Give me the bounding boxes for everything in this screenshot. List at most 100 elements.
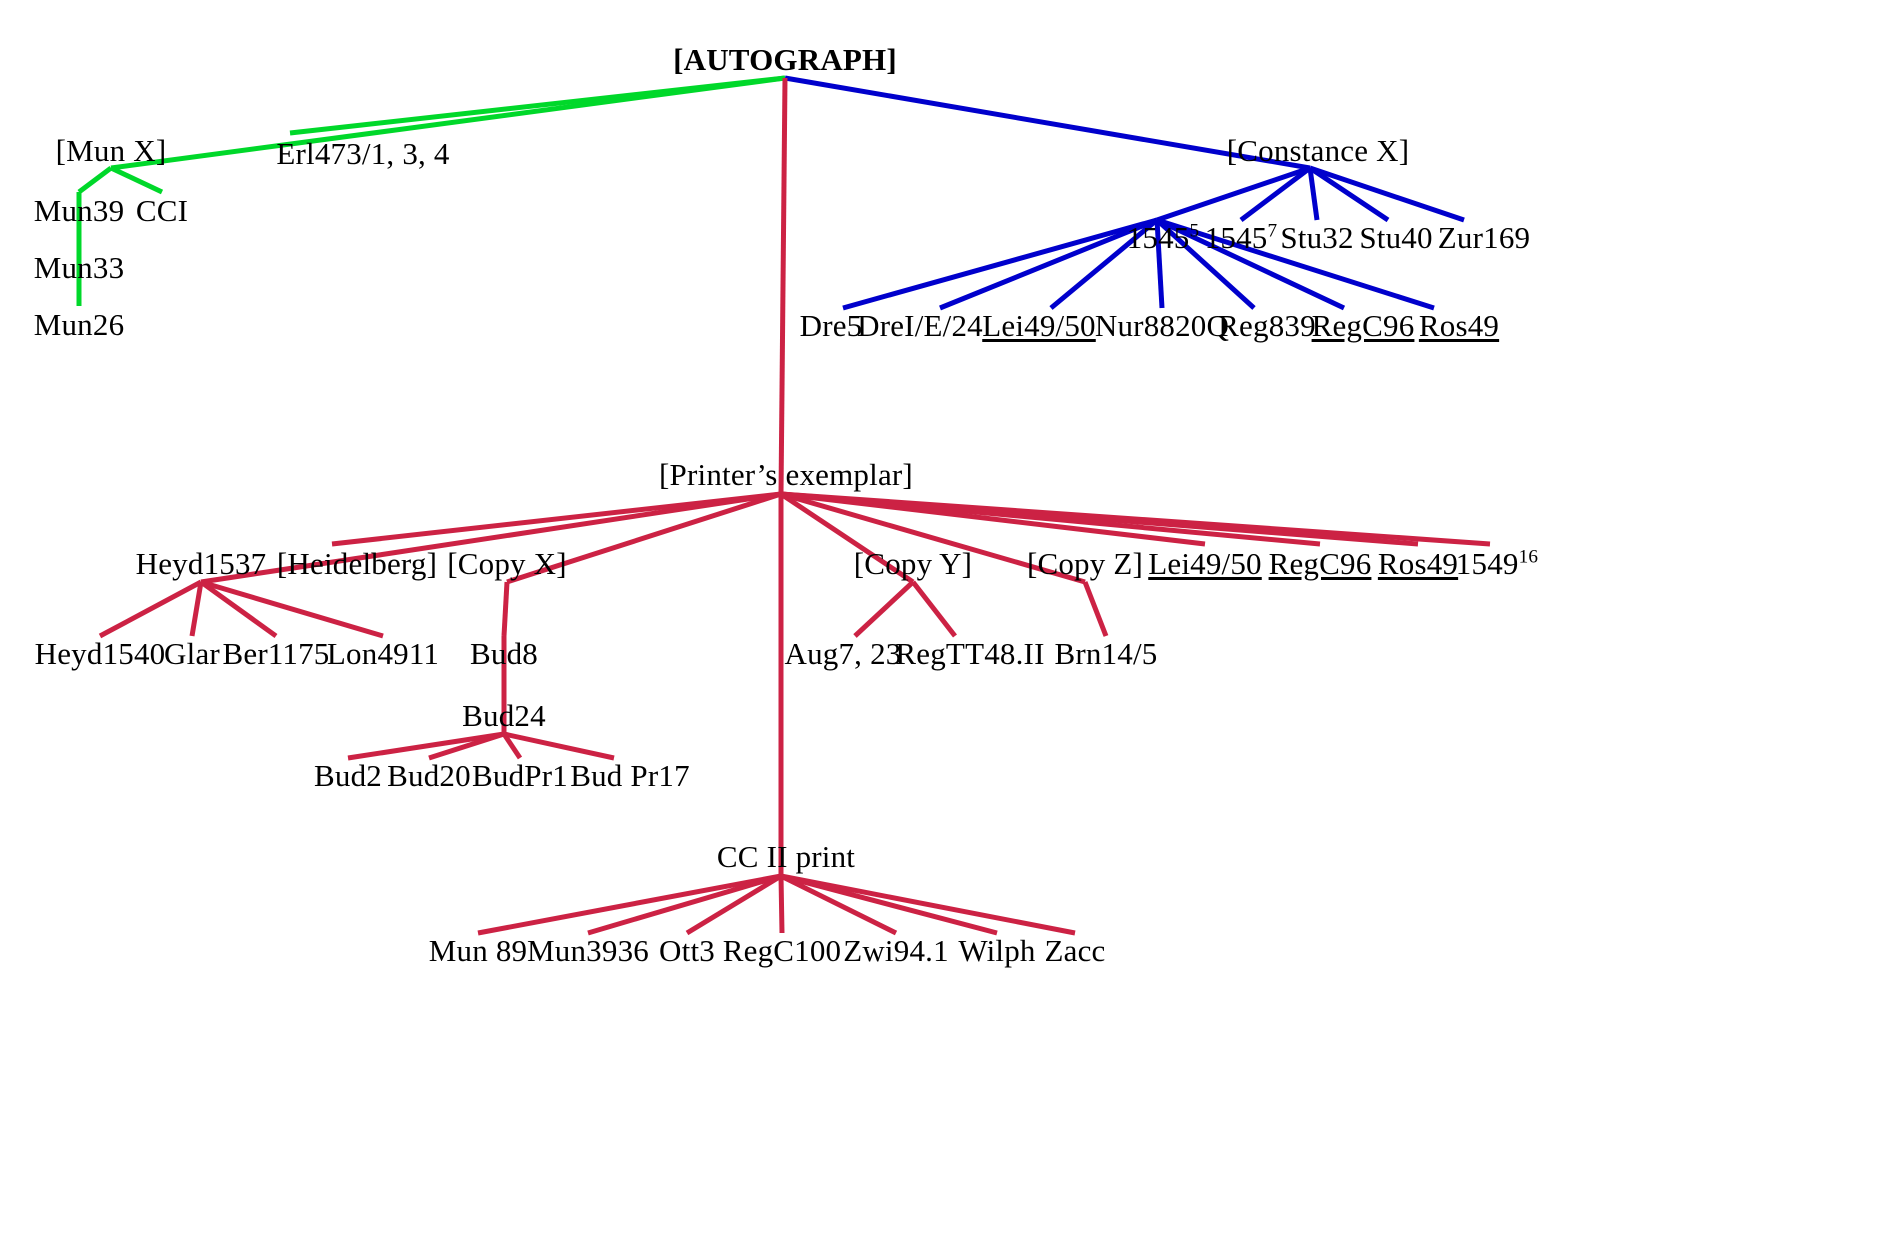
stemma-node-dre5[interactable]: Dre5 <box>800 310 863 341</box>
stemma-node-cci[interactable]: CCI <box>136 195 188 226</box>
stemma-node-munx[interactable]: [Mun X] <box>56 135 167 166</box>
stemma-node-bud2[interactable]: Bud2 <box>314 760 382 791</box>
stemma-edge <box>501 732 523 760</box>
stemma-node-stu32[interactable]: Stu32 <box>1280 222 1353 253</box>
stemma-node-label: Zacc <box>1044 933 1106 968</box>
stemma-node-lei4950b[interactable]: Lei49/50 <box>1148 548 1262 579</box>
stemma-node-cciiprint[interactable]: CC II print <box>717 841 855 872</box>
stemma-node-lei4950a[interactable]: Lei49/50 <box>982 310 1096 341</box>
stemma-edge <box>1049 218 1159 310</box>
stemma-node-label: 1545 <box>1126 220 1190 255</box>
stemma-node-mun3936[interactable]: Mun3936 <box>527 935 649 966</box>
stemma-node-aug7[interactable]: Aug7, 23 <box>785 638 902 669</box>
stemma-node-label: [Constance X] <box>1226 133 1410 168</box>
stemma-node-reg839[interactable]: Reg839 <box>1218 310 1316 341</box>
stemma-node-budpr17[interactable]: Bud Pr17 <box>570 760 690 791</box>
stemma-node-regtt48[interactable]: RegTT48.II <box>895 638 1044 669</box>
stemma-edge <box>1082 581 1109 637</box>
stemma-node-heyd1537[interactable]: Heyd1537 <box>136 548 267 579</box>
stemma-edge <box>189 581 204 637</box>
stemma-node-label: [AUTOGRAPH] <box>673 42 897 77</box>
stemma-node-regc96a[interactable]: RegC96 <box>1312 310 1415 341</box>
stemma-node-printers[interactable]: [Printer’s exemplar] <box>659 459 913 490</box>
stemma-node-bud8[interactable]: Bud8 <box>470 638 538 669</box>
stemma-node-heidelberg[interactable]: [Heidelberg] <box>277 548 437 579</box>
stemma-node-label: [Mun X] <box>55 133 167 168</box>
stemma-edge <box>1155 218 1256 310</box>
stemma-edge <box>1154 219 1165 309</box>
stemma-node-budpr1[interactable]: BudPr1 <box>472 760 568 791</box>
stemma-node-label: Wilph <box>958 933 1036 968</box>
stemma-node-lon4911[interactable]: Lon4911 <box>327 638 439 669</box>
stemma-edge <box>1308 165 1390 223</box>
stemma-edge <box>98 579 203 639</box>
stemma-node-label: [Copy X] <box>447 546 567 581</box>
stemma-edge <box>501 581 510 637</box>
stemma-node-label: Heyd1537 <box>135 546 267 581</box>
stemma-node-label: Bud20 <box>387 758 471 793</box>
stemma-node-label: Dre5 <box>799 308 863 343</box>
stemma-node-superscript: 5 <box>1189 220 1200 242</box>
stemma-node-ber1175[interactable]: Ber1175 <box>222 638 329 669</box>
stemma-node-label: Lei49/50 <box>982 308 1096 343</box>
stemma-node-label: [Copy Z] <box>1026 546 1144 581</box>
stemma-node-label: Stu32 <box>1280 220 1354 255</box>
stemma-node-bud24[interactable]: Bud24 <box>462 700 546 731</box>
stemma-edge <box>1239 166 1312 222</box>
stemma-node-regc96b[interactable]: RegC96 <box>1269 548 1372 579</box>
stemma-node-zacc[interactable]: Zacc <box>1044 935 1105 966</box>
stemma-node-label: Mun26 <box>33 307 125 342</box>
stemma-node-brn145[interactable]: Brn14/5 <box>1054 638 1157 669</box>
stemma-edge <box>503 731 615 761</box>
stemma-node-bud20[interactable]: Bud20 <box>387 760 471 791</box>
stemma-edge <box>685 873 783 936</box>
stemma-node-label: 1549 <box>1455 546 1519 581</box>
stemma-node-dreie24[interactable]: DreI/E/24 <box>857 310 983 341</box>
stemma-node-i1549[interactable]: 154916 <box>1456 548 1538 579</box>
stemma-node-ros49a[interactable]: Ros49 <box>1419 310 1499 341</box>
stemma-node-mun39[interactable]: Mun39 <box>34 195 125 226</box>
stemma-edge <box>587 873 782 936</box>
stemma-node-label: Mun3936 <box>527 933 649 968</box>
stemma-node-ros49b[interactable]: Ros49 <box>1378 548 1458 579</box>
stemma-node-heyd1540[interactable]: Heyd1540 <box>35 638 166 669</box>
stemma-node-label: RegC96 <box>1268 546 1372 581</box>
stemma-node-nur8820q[interactable]: Nur8820Q <box>1095 310 1229 341</box>
stemma-edge <box>200 579 384 639</box>
stemma-node-regc100[interactable]: RegC100 <box>723 935 842 966</box>
stemma-node-stu40[interactable]: Stu40 <box>1359 222 1432 253</box>
stemma-node-i1545a[interactable]: 15455 <box>1127 222 1200 253</box>
stemma-node-ott3[interactable]: Ott3 <box>659 935 715 966</box>
stemma-node-constancex[interactable]: [Constance X] <box>1227 135 1410 166</box>
stemma-node-zwi941[interactable]: Zwi94.1 <box>843 935 949 966</box>
stemma-node-label: [Printer’s exemplar] <box>659 457 913 492</box>
stemma-node-i1545b[interactable]: 15457 <box>1205 222 1278 253</box>
stemma-node-label: Bud8 <box>470 636 538 671</box>
stemma-node-wilph[interactable]: Wilph <box>958 935 1035 966</box>
stemma-edge <box>347 731 505 761</box>
stemma-node-label: RegC100 <box>722 933 842 968</box>
stemma-node-copyy[interactable]: [Copy Y] <box>854 548 972 579</box>
stemma-node-mun89[interactable]: Mun 89 <box>429 935 528 966</box>
stemma-edge <box>1156 165 1311 223</box>
stemma-edge <box>778 77 788 495</box>
stemma-node-mun33[interactable]: Mun33 <box>34 252 125 283</box>
stemma-node-mun26[interactable]: Mun26 <box>34 309 125 340</box>
stemma-node-label: Reg839 <box>1218 308 1316 343</box>
stemma-edge <box>778 875 785 934</box>
stemma-node-copyx[interactable]: [Copy X] <box>447 548 567 579</box>
stemma-edge <box>780 873 1076 936</box>
stemma-node-autograph[interactable]: [AUTOGRAPH] <box>673 44 897 75</box>
stemma-edge <box>331 491 782 547</box>
stemma-node-label: Bud Pr17 <box>570 758 690 793</box>
stemma-edge <box>842 217 1158 311</box>
stemma-node-glar[interactable]: Glar <box>164 638 220 669</box>
stemma-node-superscript: 7 <box>1267 220 1278 242</box>
stemma-node-label: Aug7, 23 <box>784 636 902 671</box>
stemma-node-label: Nur8820Q <box>1094 308 1230 343</box>
stemma-node-zur169[interactable]: Zur169 <box>1438 222 1530 253</box>
stemma-node-erl473[interactable]: Erl473/1, 3, 4 <box>276 138 449 169</box>
stemma-node-copyz[interactable]: [Copy Z] <box>1027 548 1143 579</box>
